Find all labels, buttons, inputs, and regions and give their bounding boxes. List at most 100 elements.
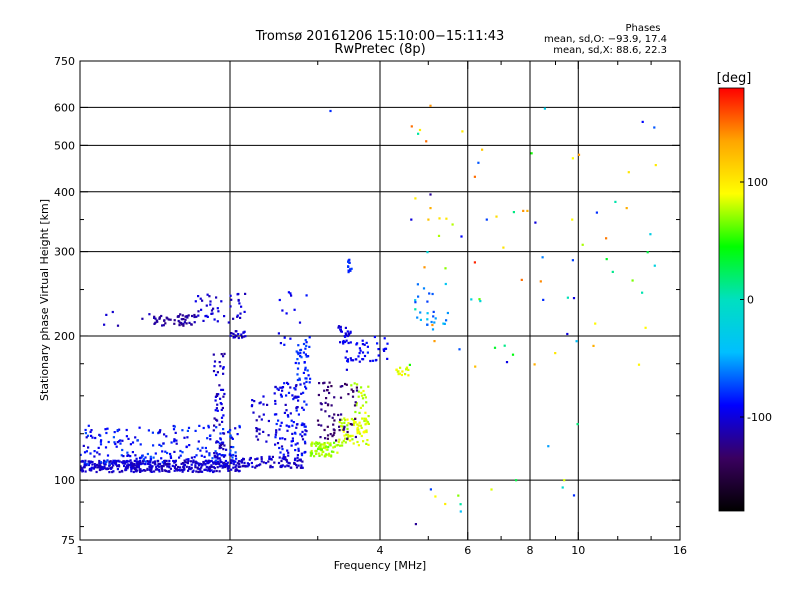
data-point [437,234,441,237]
data-point [444,267,447,270]
data-point [166,451,169,455]
data-point [365,401,368,404]
data-point [318,454,321,457]
data-point [99,434,102,437]
data-point [285,460,289,463]
data-point [362,431,365,434]
data-point [213,360,217,363]
data-point [605,258,608,261]
data-point [83,464,86,467]
data-point [175,442,178,445]
data-point [111,466,114,469]
data-point [386,357,389,360]
data-point [107,440,110,444]
data-point [221,420,224,423]
data-point [119,442,122,445]
data-point [417,132,420,135]
data-point [303,451,306,454]
data-point [95,470,98,474]
data-point [352,390,355,393]
data-point [309,377,312,380]
data-point [358,347,361,350]
data-point [346,424,349,427]
data-point [328,415,331,418]
data-point [216,409,219,412]
data-point [422,287,426,290]
data-point [123,461,126,464]
data-point [213,417,216,420]
data-point [313,442,316,445]
data-point [344,335,347,338]
data-point [399,366,402,369]
data-point [156,320,159,323]
data-point [361,351,365,354]
data-point [93,463,96,466]
data-point [265,462,268,465]
data-point [416,316,419,319]
data-point [357,390,360,393]
data-point [188,321,191,324]
data-point [349,330,352,333]
data-point [183,321,186,324]
data-point [294,385,298,388]
data-point [300,356,303,359]
data-point [360,386,363,389]
data-point [351,423,354,426]
data-point [169,452,172,456]
data-point [445,319,448,322]
data-point [100,468,103,471]
data-point [126,451,129,454]
data-point [218,423,221,426]
data-point [111,471,114,474]
data-point [254,466,257,469]
data-point [173,450,176,453]
data-point [352,418,355,422]
data-point [226,464,229,468]
axis-ticks: 1 2 4 6 8 10 16 75 100 200 300 400 500 600 750 [54,55,687,557]
data-point [205,304,208,307]
data-point [232,317,235,320]
data-point [305,403,308,406]
data-point [354,417,357,420]
data-point [625,207,628,210]
data-point [526,209,529,212]
data-point [223,461,226,464]
data-point [423,266,426,269]
data-point [366,420,369,424]
data-point [357,444,360,447]
data-point [284,438,287,441]
y-tick-label: 500 [54,139,75,152]
data-point [138,468,141,471]
data-point [153,460,156,463]
data-point [232,336,235,339]
data-point [81,459,84,463]
data-point [305,355,308,358]
data-point [362,389,365,393]
data-point [91,436,94,439]
data-point [451,223,454,226]
data-point [342,439,345,442]
data-point [169,456,173,459]
data-point [280,395,283,398]
data-point [161,324,164,327]
data-point [192,469,195,472]
data-point [361,339,364,342]
data-point [346,418,349,421]
data-point [301,438,305,441]
data-point [319,443,322,446]
data-point [297,413,300,416]
data-point [338,421,341,424]
data-point [344,332,347,335]
data-point [541,256,544,259]
data-point [163,433,166,436]
data-point [230,468,233,471]
data-point [183,463,186,466]
data-point [431,292,434,296]
data-point [298,458,301,461]
data-point [342,430,345,433]
data-point [274,443,277,446]
y-tick-label: 200 [54,330,75,343]
data-point [179,449,182,453]
data-point [98,459,101,463]
data-point [190,456,193,459]
